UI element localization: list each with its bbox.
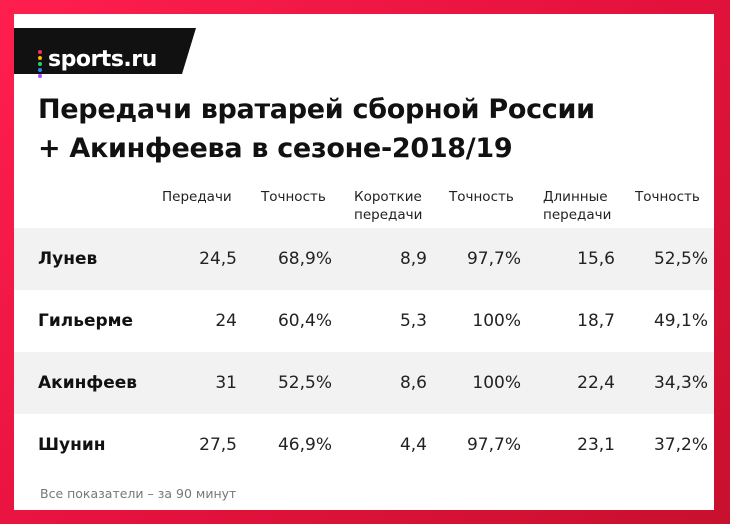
data-cell: 24: [215, 311, 237, 331]
data-cell: 52,5%: [615, 228, 708, 290]
header-spacer: [14, 188, 150, 228]
data-cell: 8,9: [332, 228, 427, 290]
data-cell: 34,3%: [615, 352, 708, 414]
row-spacer: [708, 228, 714, 290]
logo-dot: [38, 56, 42, 60]
column-header: Точность: [427, 188, 521, 228]
column-header-line: Передачи: [162, 189, 232, 205]
logo-dot: [38, 74, 42, 78]
logo-dot: [38, 62, 42, 66]
player-name: Акинфеев: [14, 352, 150, 414]
data-cell: 15,6: [521, 228, 615, 290]
data-cell: 60,4%: [277, 311, 332, 331]
player-name: Гильерме: [38, 311, 134, 331]
chart-title-line-2: + Акинфеева в сезоне-2018/19: [38, 133, 513, 164]
column-header-line: передачи: [543, 207, 612, 223]
column-header: Короткие передачи: [332, 188, 427, 228]
table-body: Лунев 24,5 68,9% 8,9 97,7% 15,6 52,5% Гильерме 2…: [14, 228, 714, 476]
footnote: Все показатели – за 90 минут: [40, 486, 237, 501]
table-row: Гильерме 24 60,4% 5,3 100% 18,7 49,1%: [14, 290, 714, 352]
data-cell: 18,7: [577, 311, 615, 331]
data-cell: 52,5%: [237, 352, 332, 414]
logo-dot: [38, 68, 42, 72]
data-cell: 31: [150, 352, 237, 414]
table-header-row: Передачи Точность Короткие передачи Точно…: [14, 188, 714, 228]
column-header-line: Точность: [261, 189, 326, 205]
column-header: Длинные передачи: [521, 188, 615, 228]
data-cell: 68,9%: [237, 228, 332, 290]
data-cell: 97,7%: [427, 228, 521, 290]
data-cell: 22,4: [521, 352, 615, 414]
column-header: Точность: [237, 188, 332, 228]
data-cell: 5,3: [399, 311, 427, 331]
column-header: Точность: [615, 188, 708, 228]
row-spacer: [708, 290, 714, 352]
infographic-card: sports.ru Передачи вратарей сборной Росс…: [14, 14, 714, 510]
stats-table: Передачи Точность Короткие передачи Точно…: [14, 188, 714, 476]
row-spacer: [708, 352, 714, 414]
table-row: Акинфеев 31 52,5% 8,6 100% 22,4 34,3%: [14, 352, 714, 414]
data-cell: 4,4: [399, 435, 427, 455]
header-spacer: [708, 188, 714, 228]
column-header: Передачи: [150, 188, 237, 228]
sports-ru-logo: sports.ru: [14, 28, 182, 78]
data-cell: 23,1: [577, 435, 615, 455]
column-header-line: Короткие: [354, 189, 422, 205]
data-cell: 37,2%: [653, 435, 708, 455]
data-cell: 8,6: [332, 352, 427, 414]
data-cell: 100%: [472, 311, 521, 331]
chart-title-line-1: Передачи вратарей сборной России: [38, 94, 595, 125]
column-header-line: Точность: [635, 189, 700, 205]
data-cell: 49,1%: [653, 311, 708, 331]
column-header-line: Точность: [449, 189, 514, 205]
player-name: Лунев: [14, 228, 150, 290]
data-cell: 100%: [427, 352, 521, 414]
table-row: Шунин 27,5 46,9% 4,4 97,7% 23,1 37,2%: [14, 414, 714, 476]
logo-dot: [38, 50, 42, 54]
logo-text: sports.ru: [48, 47, 157, 72]
data-cell: 46,9%: [277, 435, 332, 455]
table-row: Лунев 24,5 68,9% 8,9 97,7% 15,6 52,5%: [14, 228, 714, 290]
logo-notch: [182, 28, 196, 74]
data-cell: 24,5: [150, 228, 237, 290]
chart-title: Передачи вратарей сборной России + Акинф…: [38, 90, 595, 168]
data-cell: 27,5: [199, 435, 237, 455]
data-cell: 97,7%: [466, 435, 521, 455]
logo-dots-icon: [38, 50, 44, 80]
column-header-line: передачи: [354, 207, 423, 223]
column-header-line: Длинные: [543, 189, 608, 205]
player-name: Шунин: [38, 435, 106, 455]
row-spacer: [708, 414, 714, 476]
